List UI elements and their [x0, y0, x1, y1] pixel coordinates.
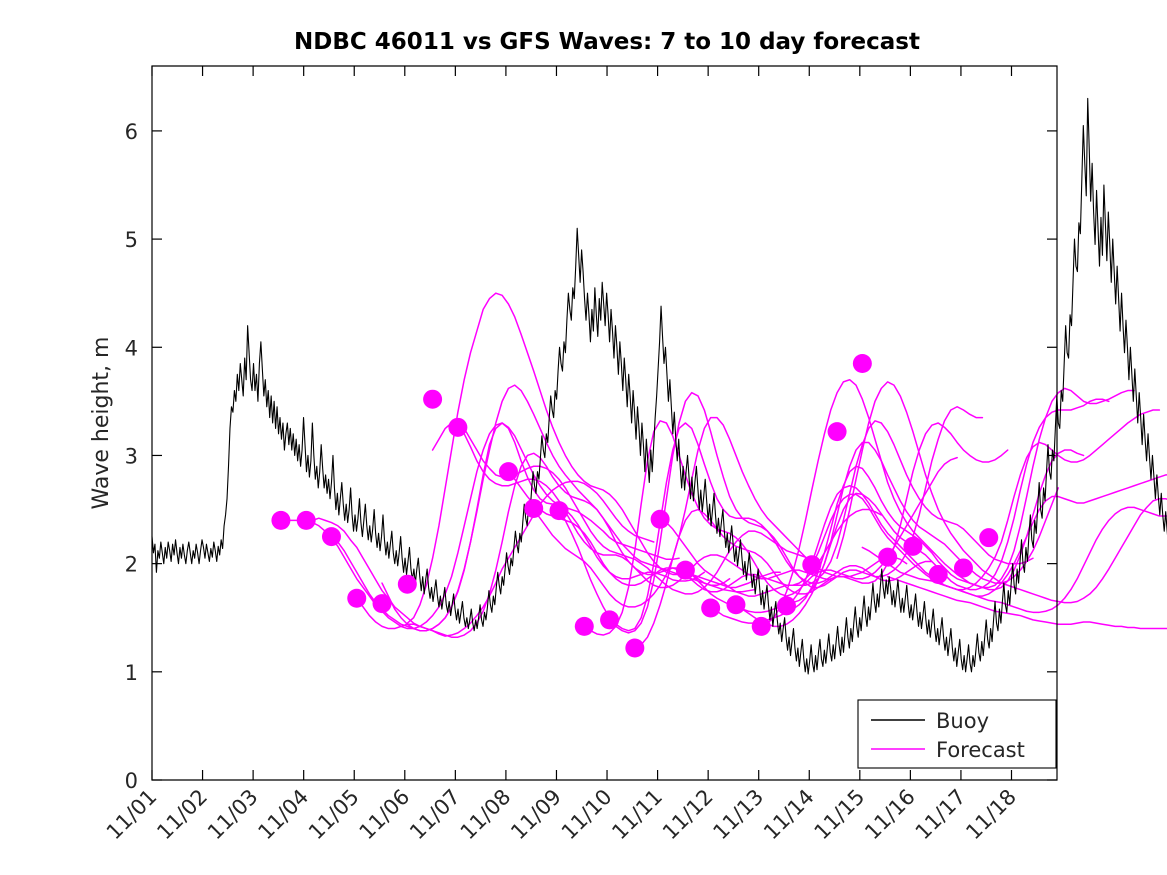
- forecast-start-marker: [903, 536, 923, 556]
- axes-box: [151, 65, 1058, 781]
- forecast-start-marker: [802, 555, 822, 575]
- forecast-start-marker: [751, 616, 771, 636]
- forecast-start-marker: [726, 595, 746, 615]
- y-tick-label: 0: [125, 769, 138, 793]
- forecast-start-marker: [321, 527, 341, 547]
- y-axis-ticks: 0 1 2 3 4 5 6: [125, 120, 1057, 793]
- forecast-trace: [811, 474, 1167, 597]
- forecast-start-marker: [296, 510, 316, 530]
- forecast-start-marker: [498, 462, 518, 482]
- y-tick-label: 4: [125, 336, 138, 360]
- forecast-start-marker: [271, 510, 291, 530]
- forecast-start-marker: [852, 354, 872, 373]
- forecast-start-marker: [928, 564, 948, 584]
- forecast-trace: [330, 422, 706, 632]
- forecast-start-marker: [827, 422, 847, 442]
- forecast-trace: [659, 420, 1034, 597]
- forecast-trace: [886, 575, 1167, 630]
- legend-label-forecast: Forecast: [936, 738, 1025, 762]
- forecast-trace: [406, 292, 781, 624]
- forecast-trace: [836, 381, 1167, 604]
- chart-legend[interactable]: Buoy Forecast: [857, 699, 1057, 769]
- forecast-start-marker: [777, 596, 797, 616]
- forecast-trace: [608, 391, 984, 634]
- forecast-start-markers: [271, 354, 999, 658]
- forecast-start-marker: [397, 574, 417, 594]
- y-tick-label: 6: [125, 120, 138, 144]
- forecast-trace: [760, 378, 1135, 628]
- forecast-start-marker: [347, 588, 367, 608]
- forecast-start-marker: [650, 509, 670, 529]
- legend-entry-buoy[interactable]: Buoy: [871, 709, 989, 733]
- forecast-trace: [558, 422, 933, 632]
- legend-background: [857, 699, 1057, 769]
- forecast-trace: [785, 409, 1161, 606]
- buoy-series-group: [151, 97, 1167, 675]
- forecast-start-marker: [979, 528, 999, 548]
- chart-title: NDBC 46011 vs GFS Waves: 7 to 10 day for…: [294, 29, 920, 55]
- y-tick-label: 3: [125, 444, 138, 468]
- forecast-start-marker: [600, 610, 620, 630]
- forecast-start-marker: [675, 560, 695, 580]
- legend-entry-forecast[interactable]: Forecast: [871, 738, 1025, 762]
- forecast-start-marker: [625, 638, 645, 658]
- forecast-start-marker: [701, 598, 721, 618]
- forecast-start-marker: [878, 547, 898, 567]
- forecast-start-marker: [524, 498, 544, 518]
- forecast-trace: [684, 441, 1060, 614]
- forecast-trace: [381, 384, 756, 632]
- legend-label-buoy: Buoy: [936, 709, 989, 733]
- forecast-start-marker: [549, 501, 569, 521]
- forecast-start-marker: [372, 594, 392, 614]
- forecast-trace: [280, 480, 655, 637]
- y-tick-label: 5: [125, 228, 138, 252]
- y-axis-title: Wave height, m: [89, 337, 114, 510]
- forecast-trace: [431, 422, 807, 595]
- forecast-start-marker: [423, 389, 443, 409]
- forecast-start-marker: [448, 417, 468, 437]
- axes-frame: [151, 65, 1058, 781]
- forecast-start-marker: [574, 616, 594, 636]
- buoy-trace: [151, 97, 1167, 675]
- forecast-trace: [634, 422, 1009, 649]
- y-tick-label: 1: [125, 661, 138, 685]
- forecast-trace: [861, 506, 1167, 614]
- forecast-series-group: [280, 292, 1167, 649]
- forecast-start-marker: [953, 558, 973, 578]
- y-tick-label: 2: [125, 553, 138, 577]
